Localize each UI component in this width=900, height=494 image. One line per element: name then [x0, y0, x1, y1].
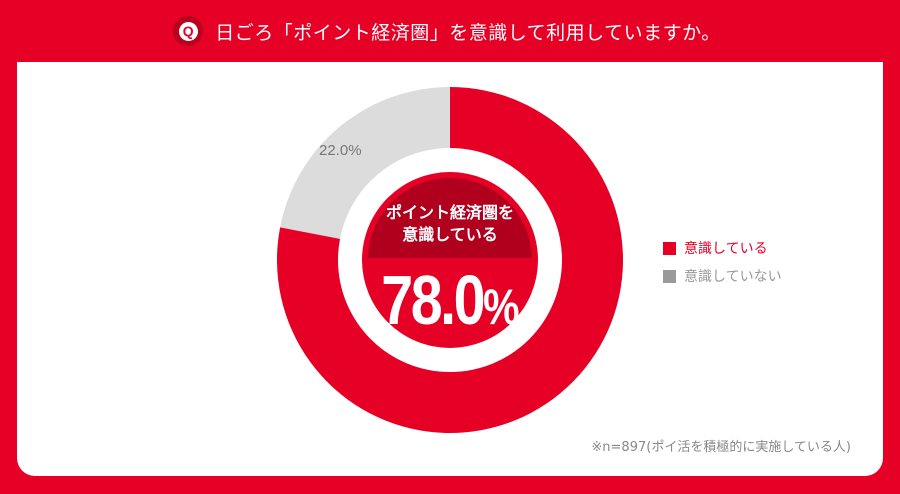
- sample-size-note: ※n=897(ポイ活を積極的に実施している人): [591, 440, 851, 455]
- center-value-unit: %: [483, 279, 519, 335]
- legend-item-conscious: 意識している: [663, 234, 782, 262]
- center-caption: ポイント経済圏を 意識している: [360, 202, 540, 246]
- center-caption-line1: ポイント経済圏を: [385, 203, 514, 222]
- legend-label: 意識していない: [684, 269, 782, 285]
- center-value: 78.0%: [376, 260, 524, 347]
- legend-swatch-red-icon: [663, 241, 676, 255]
- caption-band: [368, 178, 532, 258]
- q-letter: Q: [178, 21, 198, 41]
- donut-chart: [277, 87, 624, 433]
- title-bar: Q 日ごろ「ポイント経済圏」を意識して利用していますか。: [0, 0, 900, 62]
- chart-card: 22.0% ポイント経済圏を 意識している 78.0% 意識している 意識してい…: [17, 62, 883, 476]
- legend-item-not-conscious: 意識していない: [663, 262, 782, 290]
- center-caption-line2: 意識している: [402, 225, 498, 244]
- center-value-number: 78.0: [381, 261, 485, 339]
- question-title: 日ごろ「ポイント経済圏」を意識して利用していますか。: [215, 21, 721, 44]
- q-badge-icon: Q: [173, 16, 204, 46]
- slice-label-not-conscious: 22.0%: [319, 142, 362, 159]
- legend-label: 意識している: [684, 241, 768, 257]
- legend-swatch-gray-icon: [663, 269, 676, 283]
- legend: 意識している 意識していない: [663, 234, 782, 290]
